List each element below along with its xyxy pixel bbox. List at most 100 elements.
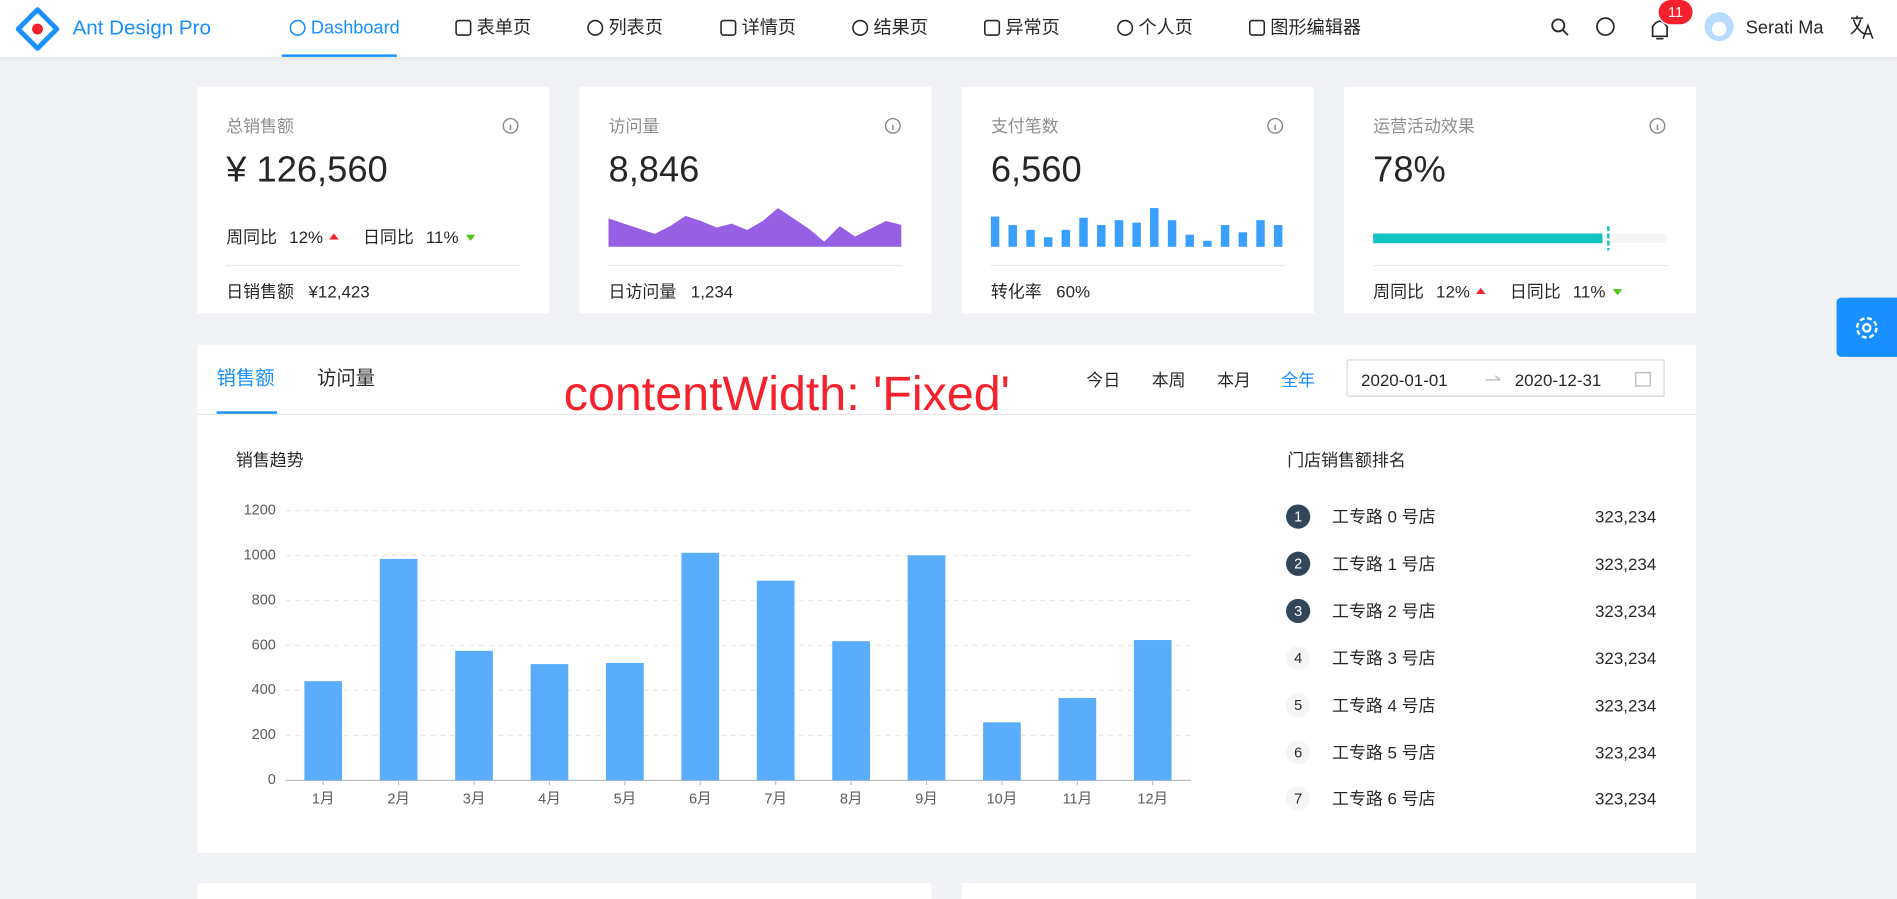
rank-badge (1286, 504, 1311, 529)
tab[interactable]: 访问量 (316, 368, 376, 390)
bar (681, 552, 720, 781)
y-tick-label: 0 (268, 772, 276, 788)
x-tick-label: 3月 (463, 792, 486, 808)
store-sales: 323,234 (1595, 601, 1657, 621)
nav-item[interactable]: 列表页 (608, 17, 664, 39)
nav-item[interactable]: 详情页 (741, 17, 797, 39)
x-tick-label: 12月 (1137, 792, 1168, 808)
rank-badge (1286, 598, 1311, 623)
nav-item[interactable]: Dashboard (310, 17, 400, 39)
bar (530, 664, 569, 781)
rank-badge (1286, 786, 1311, 812)
rank-number: 6 (1294, 743, 1303, 761)
stat-value: 8,846 (608, 150, 700, 190)
stat-title: 支付笔数 (990, 116, 1059, 136)
gear-inner (1861, 323, 1872, 333)
nav-icon-shape[interactable] (1117, 19, 1134, 36)
settings-button[interactable] (1836, 297, 1897, 357)
nav-icon-shape[interactable] (852, 19, 869, 36)
nav-icon-shape[interactable] (587, 19, 604, 36)
trend-arrow (329, 233, 339, 240)
sales-card (197, 344, 1697, 853)
tab-ink-bar (216, 411, 278, 414)
rank-number: 4 (1294, 649, 1303, 667)
notification-count: 11 (1668, 3, 1684, 21)
nav-icon-shape[interactable] (1248, 19, 1266, 36)
store-sales: 323,234 (1595, 553, 1657, 574)
nav-icon-shape[interactable] (455, 19, 472, 36)
stat-card (1344, 87, 1697, 314)
range-link[interactable]: 本周 (1151, 370, 1186, 390)
nav-item[interactable]: 表单页 (476, 17, 532, 39)
range-link[interactable]: 今日 (1086, 370, 1121, 390)
store-name: 工专路 0 号店 (1332, 506, 1436, 527)
info-icon-ring[interactable] (1649, 117, 1666, 134)
date-picker[interactable] (1346, 359, 1665, 397)
x-tick-label: 6月 (689, 792, 712, 808)
progress (1373, 226, 1668, 251)
stat-card (197, 87, 550, 314)
sparkline (990, 208, 1283, 247)
bell-icon[interactable] (1651, 20, 1668, 40)
footer-label: 日销售额 (226, 281, 294, 302)
help-icon[interactable] (1596, 17, 1615, 36)
nav-icon (587, 19, 604, 36)
date-end[interactable]: 2020-12-31 (1514, 370, 1602, 390)
nav-item[interactable]: 异常页 (1005, 17, 1060, 39)
trend-label: 日同比 (1509, 281, 1561, 302)
x-tick-label: 2月 (387, 792, 410, 808)
lang-icon[interactable] (1850, 15, 1874, 39)
sparkline-bar (1026, 229, 1035, 247)
footer-value: ¥12,423 (308, 281, 370, 302)
store-sales: 323,234 (1595, 648, 1657, 668)
user-name[interactable]: Serati Ma (1745, 17, 1824, 39)
footer-value: 60% (1056, 281, 1091, 302)
info-icon-ring[interactable] (1267, 117, 1284, 134)
range-link[interactable]: 全年 (1281, 370, 1316, 390)
nav-icon-shape[interactable] (984, 19, 1001, 36)
bar (606, 662, 644, 781)
nav-item[interactable]: 个人页 (1138, 17, 1193, 39)
sparkline-bar (1185, 234, 1194, 247)
trend-value: 12% (1436, 281, 1470, 302)
nav-icon (984, 19, 1001, 36)
x-tick-label: 8月 (840, 792, 863, 808)
header-tools (1551, 12, 1874, 42)
info-icon-ring[interactable] (884, 117, 901, 134)
x-tick-label: 5月 (614, 792, 637, 808)
rank-number: 5 (1294, 696, 1303, 714)
trend-value: 12% (289, 227, 324, 247)
date-start[interactable]: 2020-01-01 (1361, 370, 1448, 390)
range-link[interactable]: 本月 (1217, 370, 1251, 390)
sparkline-bar (1273, 225, 1283, 247)
trend-arrow-shape (1612, 289, 1623, 296)
footer-value: 1,234 (690, 281, 734, 302)
trend-value: 11% (1572, 281, 1606, 302)
info-icon-ring[interactable] (502, 117, 519, 134)
x-tick-label: 10月 (987, 792, 1018, 808)
sparkline-bar (1167, 220, 1177, 247)
settings-icon (1855, 316, 1878, 339)
stat-card (961, 87, 1314, 314)
y-tick-label: 800 (252, 592, 276, 608)
nav-icon-shape[interactable] (289, 19, 306, 36)
nav-item[interactable]: 图形编辑器 (1270, 17, 1362, 39)
nav-icon-shape[interactable] (720, 19, 737, 36)
tab[interactable]: 销售额 (216, 368, 275, 390)
stat-value: 78% (1373, 150, 1446, 190)
stat-value: 6,560 (990, 150, 1082, 190)
gear-outer[interactable] (1855, 316, 1878, 339)
store-name: 工专路 3 号店 (1332, 648, 1436, 668)
trend-arrow-shape (465, 234, 476, 241)
stat-title: 访问量 (608, 116, 660, 136)
x-tick-label: 1月 (312, 792, 335, 808)
calendar-icon[interactable] (1634, 371, 1651, 387)
nav-item[interactable]: 结果页 (873, 17, 928, 39)
trend-label: 周同比 (1373, 281, 1424, 302)
stat-card (579, 87, 932, 314)
store-name: 工专路 2 号店 (1332, 601, 1436, 621)
rank-number: 7 (1294, 790, 1303, 808)
search-icon-handle[interactable] (1562, 29, 1569, 36)
search-icon[interactable] (1551, 18, 1566, 33)
trend-arrow (1475, 287, 1486, 294)
